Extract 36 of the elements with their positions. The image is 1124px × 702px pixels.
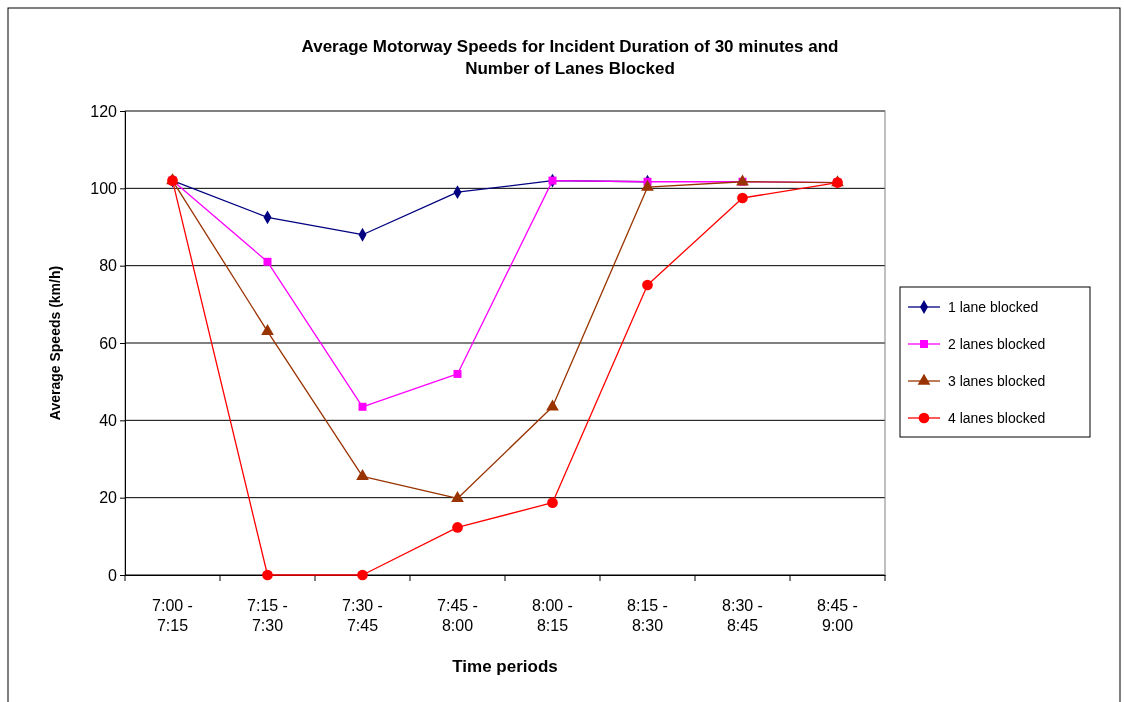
point xyxy=(641,179,654,191)
legend-label: 4 lanes blocked xyxy=(948,410,1046,426)
point xyxy=(453,369,462,378)
point xyxy=(642,279,653,291)
y-tick-label: 0 xyxy=(108,566,118,584)
point xyxy=(452,522,463,533)
x-tick-label: 7:45 - 8:00 xyxy=(437,597,478,634)
legend-label: 3 lanes blocked xyxy=(948,373,1046,389)
x-axis-title: Time periods xyxy=(452,657,558,676)
point xyxy=(356,469,369,481)
y-tick-label: 20 xyxy=(99,489,118,507)
point xyxy=(358,402,367,411)
x-tick-label: 8:30 - 8:45 xyxy=(722,597,763,634)
x-tick-label: 8:15 - 8:30 xyxy=(627,597,668,634)
x-tick-label: 7:00 - 7:15 xyxy=(152,597,193,634)
point xyxy=(261,324,274,336)
point xyxy=(546,399,559,411)
point xyxy=(737,192,748,204)
y-axis-title: Average Speeds (km/h) xyxy=(47,265,63,421)
y-tick-label: 80 xyxy=(99,257,118,275)
x-tick-label: 7:15 - 7:30 xyxy=(247,597,288,634)
legend-label: 2 lanes blocked xyxy=(948,336,1046,352)
y-tick-label: 40 xyxy=(99,411,118,429)
y-tick-label: 100 xyxy=(90,179,118,197)
x-tick-label: 7:30 - 7:45 xyxy=(342,597,383,634)
point xyxy=(547,497,558,509)
chart-title: Average Motorway Speeds for Incident Duration of 30 minutes and Number of Lanes Blocked xyxy=(301,37,839,78)
y-tick-label: 60 xyxy=(99,334,118,352)
point xyxy=(263,257,272,266)
y-tick-label: 120 xyxy=(90,102,118,120)
point xyxy=(451,491,464,503)
x-tick-label: 8:45 - 9:00 xyxy=(817,597,858,634)
legend-label: 1 lane blocked xyxy=(948,299,1039,315)
point xyxy=(357,569,368,581)
x-tick-label: 8:00 - 8:15 xyxy=(532,597,573,634)
point xyxy=(262,569,273,581)
